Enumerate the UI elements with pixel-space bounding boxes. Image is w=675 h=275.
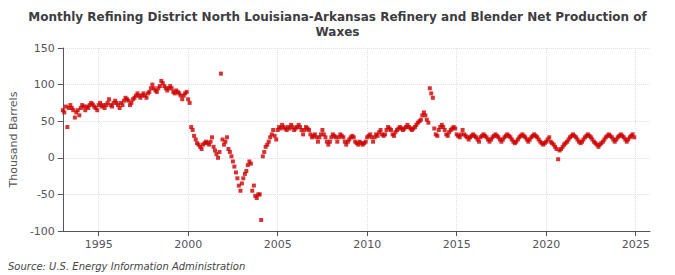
svg-text:Monthly Refining District Nort: Monthly Refining District North Louisian… <box>28 10 647 24</box>
svg-text:2020: 2020 <box>532 238 560 251</box>
svg-text:50: 50 <box>41 115 55 128</box>
svg-text:150: 150 <box>34 42 55 55</box>
svg-text:2010: 2010 <box>353 238 381 251</box>
svg-text:2025: 2025 <box>622 238 650 251</box>
svg-text:100: 100 <box>34 78 55 91</box>
svg-text:-100: -100 <box>30 225 55 238</box>
svg-text:2000: 2000 <box>174 238 202 251</box>
svg-text:2005: 2005 <box>264 238 292 251</box>
svg-text:-50: -50 <box>37 188 55 201</box>
svg-text:Source: U.S. Energy Informatio: Source: U.S. Energy Information Administ… <box>8 261 245 272</box>
svg-text:Thousand Barrels: Thousand Barrels <box>7 91 20 188</box>
svg-text:0: 0 <box>48 151 55 164</box>
svg-text:Waxes: Waxes <box>316 25 360 39</box>
svg-text:2015: 2015 <box>443 238 471 251</box>
svg-text:1995: 1995 <box>85 238 113 251</box>
